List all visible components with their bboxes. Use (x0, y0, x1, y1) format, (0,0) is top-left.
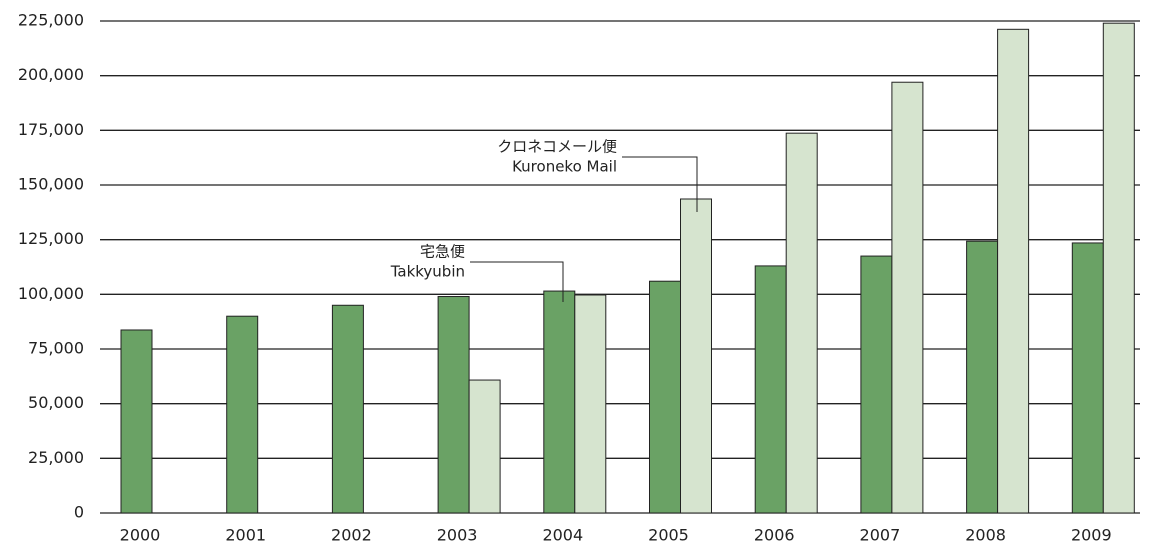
bar (1071, 242, 1104, 514)
x-tick-label: 2007 (860, 526, 901, 545)
bar (226, 315, 259, 514)
bar (891, 81, 924, 514)
y-tick-label: 100,000 (18, 284, 84, 303)
x-tick-label: 2003 (437, 526, 478, 545)
bar (966, 240, 999, 514)
y-tick-label: 175,000 (18, 120, 84, 139)
x-tick-label: 2002 (331, 526, 372, 545)
x-tick-label: 2009 (1071, 526, 1112, 545)
annotation: 宅急便 (420, 243, 465, 261)
grid: 0 25,000 50,000 75,000 100,000 125,000 150,000… (18, 11, 1140, 545)
y-tick-label: 200,000 (18, 65, 84, 84)
bar (574, 294, 607, 514)
y-tick-label: 50,000 (28, 393, 84, 412)
leader-line (470, 261, 564, 302)
leader-line (622, 156, 698, 212)
y-tick-label: 225,000 (18, 11, 84, 30)
y-tick-label: 0 (74, 503, 84, 522)
bar (1102, 22, 1135, 514)
bar (680, 198, 712, 514)
bar (860, 255, 893, 514)
bar (468, 379, 501, 514)
x-tick-label: 2008 (965, 526, 1006, 545)
bar (997, 28, 1030, 514)
x-tick-label: 2004 (542, 526, 583, 545)
y-tick-label: 25,000 (28, 448, 84, 467)
y-tick-label: 150,000 (18, 175, 84, 194)
bar (331, 304, 364, 514)
bar (785, 132, 818, 514)
bar (437, 296, 470, 514)
x-tick-label: 2000 (120, 526, 161, 545)
x-tick-label: 2001 (225, 526, 266, 545)
y-tick-label: 125,000 (18, 229, 84, 248)
annotation: Kuroneko Mail (512, 158, 617, 176)
annotation: Takkyubin (390, 263, 465, 281)
bar (754, 265, 787, 514)
bar (543, 290, 576, 514)
bar (649, 280, 681, 514)
x-tick-label: 2006 (754, 526, 795, 545)
bar (120, 329, 153, 514)
x-tick-label: 2005 (648, 526, 689, 545)
annotation: クロネコメール便 (497, 138, 617, 156)
bars (120, 22, 1135, 514)
y-tick-label: 75,000 (28, 339, 84, 358)
